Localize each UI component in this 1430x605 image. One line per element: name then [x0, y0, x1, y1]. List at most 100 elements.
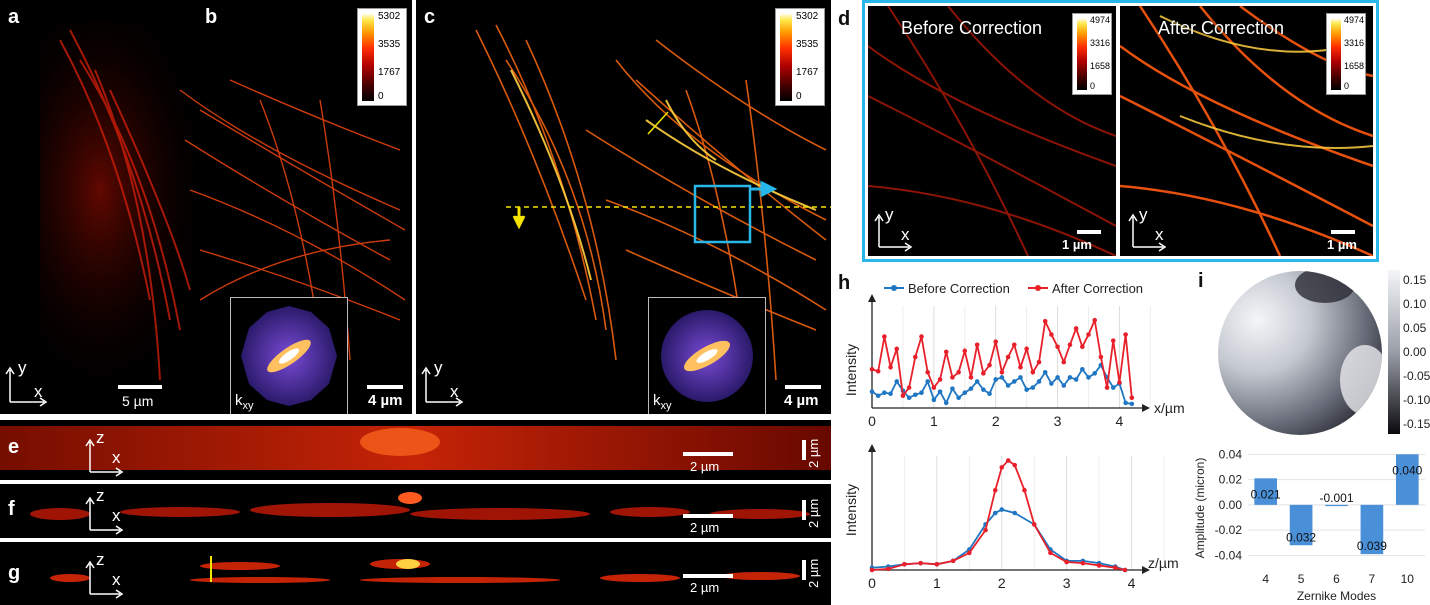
h-bottom-xlabel: z/µm — [1148, 555, 1179, 571]
data-point — [1104, 385, 1110, 390]
bar-value-label: 0.032 — [1286, 530, 1316, 544]
data-point — [1064, 559, 1069, 565]
colorbar-d-after-tick-max: 4974 — [1344, 15, 1365, 25]
x-axis-arrow-icon — [1142, 404, 1150, 412]
data-point — [900, 393, 906, 399]
data-point — [1067, 375, 1073, 380]
data-point — [882, 390, 887, 395]
data-point — [1012, 510, 1018, 516]
data-point — [962, 348, 968, 354]
scalebar-d-after-label: 1 µm — [1327, 237, 1357, 252]
scalebar-e-h-label: 2 µm — [690, 459, 720, 474]
data-point — [1030, 385, 1036, 390]
data-point — [974, 379, 980, 384]
data-point — [931, 385, 937, 390]
x-axis-arrow-icon — [1142, 566, 1150, 574]
y-tick-label: -0.04 — [1215, 548, 1243, 562]
wavefront-heatmap — [1215, 270, 1385, 436]
y-tick-label: -0.02 — [1215, 523, 1243, 537]
yellow-marker-line — [647, 111, 669, 135]
heatmap-colorbar-tick: -0.15 — [1403, 417, 1430, 432]
scalebar-c — [785, 385, 821, 389]
scalebar-f-v-label: 2 µm — [806, 498, 821, 528]
panel-f-image: f z x 2 µm 2 µm — [0, 484, 831, 538]
data-point — [1086, 332, 1091, 337]
panel-label-c: c — [424, 6, 436, 28]
data-point — [974, 342, 980, 348]
colorbar-b-tick-max: 5302 — [378, 11, 401, 22]
scalebar-a — [118, 385, 162, 389]
x-tick-label: 3 — [1063, 575, 1071, 591]
scalebar-e-v — [802, 440, 806, 460]
data-point — [1073, 326, 1079, 331]
data-point — [869, 389, 875, 394]
scalebar-e-h — [683, 452, 733, 456]
data-point — [1036, 379, 1042, 384]
bar-value-label: 0.039 — [1357, 539, 1387, 553]
legend-after-label: After Correction — [1052, 281, 1143, 296]
colorbar-b-tick-2: 3535 — [378, 39, 401, 50]
data-point — [925, 370, 930, 375]
data-point — [950, 375, 955, 380]
roi-box — [693, 184, 752, 244]
legend-before-label: Before Correction — [908, 281, 1010, 296]
panel-label-f: f — [8, 498, 15, 520]
panel-label-e: e — [8, 436, 20, 458]
inset-kxy-c-label: kxy — [653, 392, 672, 412]
heatmap-colorbar-tick: 0.10 — [1403, 296, 1427, 311]
bar-mode-7 — [1360, 504, 1384, 555]
data-point — [1049, 381, 1054, 386]
data-point — [906, 395, 912, 401]
data-point — [1123, 332, 1128, 337]
heatmap-colorbar-tick: 0.05 — [1403, 320, 1427, 335]
data-point — [1024, 346, 1029, 352]
inset-kxy-b: kxy — [230, 297, 348, 414]
scalebar-g-h-label: 2 µm — [690, 580, 720, 595]
data-point — [983, 527, 988, 533]
data-point — [1061, 383, 1067, 388]
colorbar-c-tick-max: 5302 — [796, 11, 819, 22]
scalebar-a-label: 5 µm — [122, 393, 154, 409]
scalebar-g-h — [683, 574, 733, 578]
axes-icon-d-after: y x — [1128, 205, 1171, 252]
data-point — [992, 487, 998, 493]
data-point — [894, 379, 900, 384]
x-tick-label: 10 — [1401, 572, 1415, 586]
panel-label-i: i — [1198, 270, 1204, 292]
data-point — [981, 371, 986, 376]
series-line-after — [871, 459, 1126, 571]
series-line-before — [871, 508, 1126, 571]
panel-label-h: h — [838, 272, 851, 294]
data-point — [1011, 379, 1017, 384]
inset-kxy-c: kxy — [648, 297, 766, 414]
data-point — [968, 386, 974, 391]
scalebar-g-v-label: 2 µm — [806, 558, 821, 588]
data-point — [967, 550, 972, 556]
scalebar-b-label: 4 µm — [368, 392, 403, 409]
scalebar-e-v-label: 2 µm — [806, 438, 821, 468]
data-point — [1011, 342, 1017, 348]
series-line-after — [871, 317, 1133, 399]
axes-icon-c: y x — [421, 358, 464, 407]
colorbar-d-before-tick-max: 4974 — [1090, 15, 1111, 25]
h-bottom-ylabel: Intensity — [843, 484, 859, 536]
data-point — [956, 370, 961, 375]
data-point — [934, 562, 940, 567]
bar-mode-5 — [1289, 504, 1313, 546]
data-point — [1129, 401, 1135, 407]
data-point — [906, 385, 912, 390]
data-point — [1031, 522, 1037, 527]
data-point — [1022, 487, 1027, 493]
colorbar-b: 5302 3535 1767 0 — [357, 8, 407, 106]
data-point — [1042, 319, 1048, 324]
axes-icon-f: z x — [85, 486, 128, 535]
x-tick-label: 4 — [1116, 413, 1124, 429]
data-point — [1018, 375, 1023, 380]
x-tick-label: 1 — [933, 575, 941, 591]
data-point — [875, 368, 881, 374]
y-tick-label: 0.00 — [1219, 498, 1243, 512]
colorbar-c: 5302 3535 1767 0 — [775, 8, 825, 106]
data-point — [902, 562, 907, 567]
data-point — [987, 362, 992, 368]
scalebar-d-before-label: 1 µm — [1062, 237, 1092, 252]
